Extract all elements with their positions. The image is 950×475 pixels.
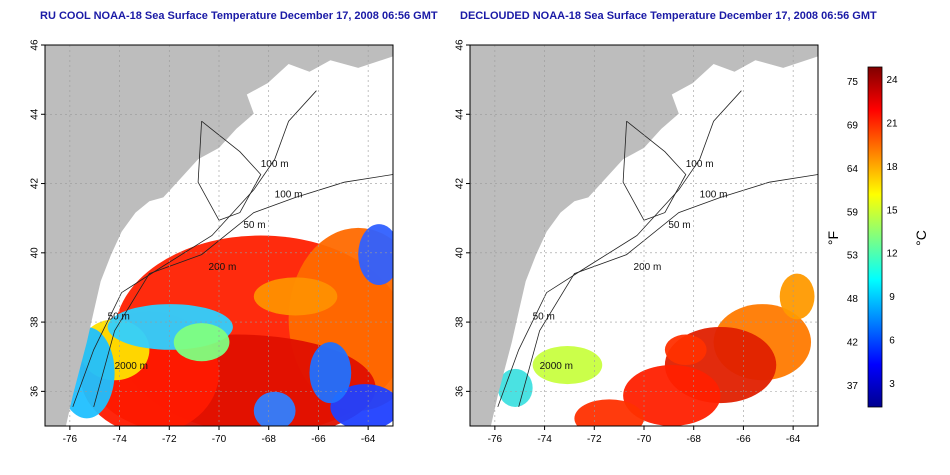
fahrenheit-tick-label: 37 bbox=[847, 381, 859, 392]
x-tick-label: -72 bbox=[162, 434, 177, 445]
celsius-tick-label: 3 bbox=[889, 379, 895, 390]
y-tick-label: 38 bbox=[30, 316, 41, 328]
y-tick-label: 40 bbox=[455, 247, 466, 259]
y-tick-label: 46 bbox=[30, 39, 41, 51]
fahrenheit-tick-label: 75 bbox=[847, 77, 859, 88]
sst-patch bbox=[497, 368, 533, 407]
y-tick-label: 46 bbox=[455, 39, 466, 51]
x-tick-label: -70 bbox=[212, 434, 227, 445]
fahrenheit-tick-label: 69 bbox=[847, 120, 859, 131]
map-content: 100 m 100 m 50 m 200 m 50 m 2000 m bbox=[470, 45, 818, 426]
celsius-tick-label: 6 bbox=[889, 336, 895, 347]
celsius-tick-label: 9 bbox=[889, 292, 895, 303]
sst-patch bbox=[574, 399, 644, 426]
x-tick-label: -70 bbox=[637, 434, 652, 445]
y-tick-label: 42 bbox=[30, 178, 41, 190]
contour-label: 2000 m bbox=[540, 361, 573, 372]
sst-patch bbox=[532, 345, 603, 385]
y-tick-label: 44 bbox=[30, 108, 41, 120]
sst-patch bbox=[358, 224, 393, 286]
sst-patch bbox=[623, 365, 721, 426]
contour-label: 100 m bbox=[686, 159, 714, 170]
x-tick-label: -76 bbox=[63, 434, 78, 445]
fahrenheit-axis-label: °F bbox=[825, 231, 841, 245]
celsius-tick-label: 18 bbox=[886, 162, 898, 173]
x-tick-label: -64 bbox=[361, 434, 376, 445]
y-tick-label: 40 bbox=[30, 247, 41, 259]
x-tick-label: -66 bbox=[311, 434, 326, 445]
contour-label: 200 m bbox=[634, 262, 662, 273]
contour-label: 50 m bbox=[668, 220, 690, 231]
x-tick-label: -76 bbox=[488, 434, 503, 445]
fahrenheit-tick-label: 59 bbox=[847, 207, 859, 218]
sst-patch bbox=[253, 277, 338, 316]
celsius-tick-label: 12 bbox=[886, 249, 898, 260]
x-tick-label: -74 bbox=[537, 434, 552, 445]
map-content: 100 m 100 m 50 m 200 m 50 m 2000 m bbox=[45, 45, 393, 426]
sst-patch bbox=[173, 323, 230, 362]
contour-label: 2000 m bbox=[115, 361, 148, 372]
y-tick-label: 44 bbox=[455, 108, 466, 120]
y-tick-label: 38 bbox=[455, 316, 466, 328]
celsius-axis-label: °C bbox=[913, 230, 929, 246]
right-map-title: DECLOUDED NOAA-18 Sea Surface Temperatur… bbox=[460, 10, 877, 22]
celsius-tick-label: 24 bbox=[886, 75, 898, 86]
y-tick-label: 36 bbox=[30, 385, 41, 397]
bathymetry-contour bbox=[622, 120, 687, 221]
left-map-title: RU COOL NOAA-18 Sea Surface Temperature … bbox=[40, 10, 438, 22]
fahrenheit-tick-label: 48 bbox=[847, 294, 859, 305]
x-tick-label: -74 bbox=[112, 434, 127, 445]
sst-patch bbox=[779, 273, 815, 320]
bathymetry-contour bbox=[497, 90, 742, 408]
x-tick-label: -68 bbox=[686, 434, 701, 445]
fahrenheit-tick-label: 42 bbox=[847, 338, 859, 349]
contour-label: 100 m bbox=[261, 159, 289, 170]
bathymetry-contour bbox=[72, 90, 317, 408]
temperature-colorbar: 75 69 64 59 53 48 42 37 24 21 18 15 12 9 6 3 °F °C bbox=[825, 66, 929, 408]
colorbar-gradient bbox=[867, 66, 883, 408]
y-tick-label: 36 bbox=[455, 385, 466, 397]
celsius-tick-label: 21 bbox=[886, 118, 898, 129]
fahrenheit-tick-label: 64 bbox=[847, 164, 859, 175]
sst-patch bbox=[309, 342, 352, 404]
contour-label: 100 m bbox=[700, 189, 728, 200]
x-tick-label: -68 bbox=[261, 434, 276, 445]
landmass bbox=[470, 45, 818, 426]
landmass bbox=[45, 45, 393, 426]
sst-patch bbox=[664, 334, 707, 366]
contour-label: 200 m bbox=[209, 262, 237, 273]
left-sst-map: 100 m 100 m 50 m 200 m 50 m 2000 m -76 -74 -72 -7… bbox=[30, 39, 394, 445]
bathymetry-contour bbox=[518, 174, 818, 408]
contour-label: 50 m bbox=[108, 311, 130, 322]
map-frame bbox=[469, 44, 819, 427]
contour-label: 100 m bbox=[275, 189, 303, 200]
x-tick-label: -72 bbox=[587, 434, 602, 445]
bathymetry-contour bbox=[93, 174, 393, 408]
x-tick-label: -66 bbox=[736, 434, 751, 445]
x-tick-label: -64 bbox=[786, 434, 801, 445]
contour-label: 50 m bbox=[243, 220, 265, 231]
bathymetry-contour bbox=[197, 120, 262, 221]
celsius-tick-label: 15 bbox=[886, 205, 898, 216]
sst-patch bbox=[253, 391, 296, 426]
map-frame bbox=[44, 44, 394, 427]
contour-label: 50 m bbox=[533, 311, 555, 322]
y-tick-label: 42 bbox=[455, 178, 466, 190]
right-sst-map: 100 m 100 m 50 m 200 m 50 m 2000 m -76 -74 -72 -7… bbox=[455, 39, 819, 445]
sst-patch bbox=[330, 384, 393, 426]
fahrenheit-tick-label: 53 bbox=[847, 251, 859, 262]
